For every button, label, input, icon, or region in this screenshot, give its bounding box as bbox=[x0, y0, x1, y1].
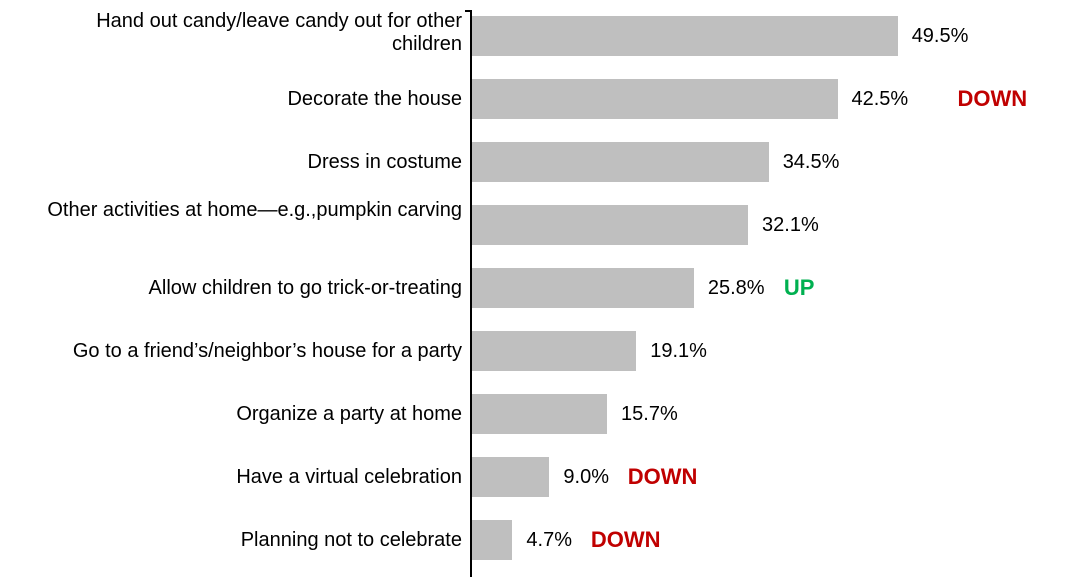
bar bbox=[472, 520, 512, 560]
value-label: 32.1% bbox=[762, 214, 819, 237]
chart-row: Planning not to celebrate 4.7% DOWN bbox=[0, 520, 1067, 560]
category-label: Planning not to celebrate bbox=[22, 529, 462, 552]
trend-down-indicator: DOWN bbox=[958, 86, 1028, 112]
chart-row: Organize a party at home 15.7% bbox=[0, 394, 1067, 434]
bar bbox=[472, 331, 636, 371]
category-label: Hand out candy/leave candy out for other… bbox=[22, 10, 462, 56]
value-label: 19.1% bbox=[650, 340, 707, 363]
chart-row: Have a virtual celebration 9.0% DOWN bbox=[0, 457, 1067, 497]
y-axis-top-tick bbox=[465, 10, 472, 12]
trend-down-indicator: DOWN bbox=[591, 527, 661, 553]
chart-row: Go to a friend’s/neighbor’s house for a … bbox=[0, 331, 1067, 371]
chart-row: Hand out candy/leave candy out for other… bbox=[0, 16, 1067, 56]
halloween-activities-bar-chart: Hand out candy/leave candy out for other… bbox=[0, 0, 1067, 587]
category-label: Organize a party at home bbox=[22, 403, 462, 426]
value-label: 49.5% bbox=[912, 25, 969, 48]
bar bbox=[472, 457, 549, 497]
value-label: 9.0% bbox=[563, 466, 609, 489]
bar bbox=[472, 16, 898, 56]
bar bbox=[472, 142, 769, 182]
value-label: 34.5% bbox=[783, 151, 840, 174]
bar bbox=[472, 394, 607, 434]
trend-down-indicator: DOWN bbox=[628, 464, 698, 490]
trend-up-indicator: UP bbox=[784, 275, 815, 301]
chart-row: Decorate the house 42.5% DOWN bbox=[0, 79, 1067, 119]
value-label: 42.5% bbox=[852, 88, 909, 111]
value-label: 15.7% bbox=[621, 403, 678, 426]
chart-row: Dress in costume 34.5% bbox=[0, 142, 1067, 182]
category-label: Go to a friend’s/neighbor’s house for a … bbox=[22, 340, 462, 363]
value-label: 4.7% bbox=[526, 529, 572, 552]
category-label: Have a virtual celebration bbox=[22, 466, 462, 489]
category-label: Decorate the house bbox=[22, 88, 462, 111]
category-label: Other activities at home—e.g.,pumpkin ca… bbox=[22, 199, 462, 222]
bar bbox=[472, 205, 748, 245]
bar bbox=[472, 79, 838, 119]
category-label: Allow children to go trick-or-treating bbox=[22, 277, 462, 300]
chart-row: Allow children to go trick-or-treating 25… bbox=[0, 268, 1067, 308]
bar bbox=[472, 268, 694, 308]
category-label: Dress in costume bbox=[22, 151, 462, 174]
chart-row: Other activities at home—e.g.,pumpkin ca… bbox=[0, 205, 1067, 245]
value-label: 25.8% bbox=[708, 277, 765, 300]
